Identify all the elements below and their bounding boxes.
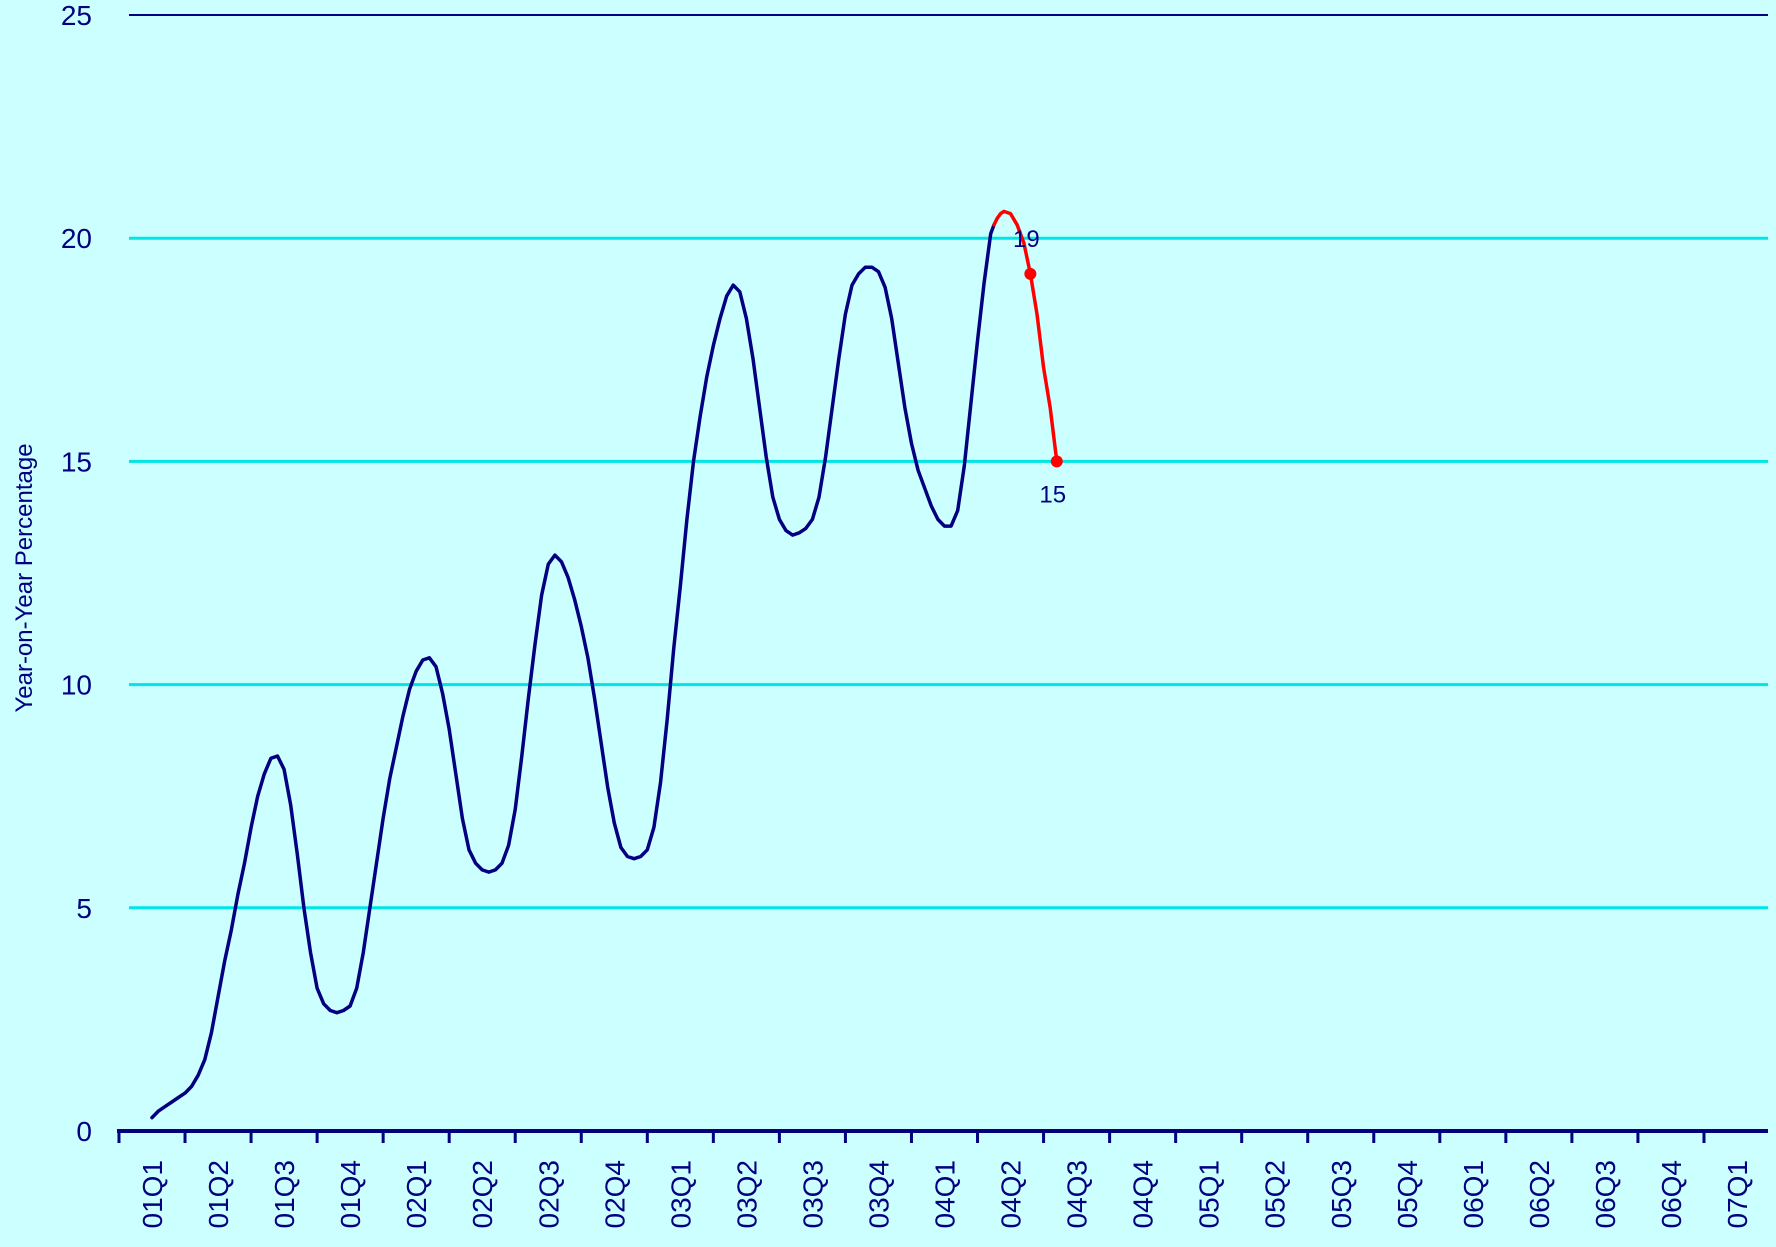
x-tick-label: 03Q2 [731, 1160, 762, 1229]
series [150, 209, 1059, 1120]
x-tick-label: 03Q4 [863, 1160, 894, 1229]
x-tick-label: 02Q4 [599, 1160, 630, 1229]
y-tick-label: 5 [76, 893, 92, 924]
x-tick-label: 05Q4 [1392, 1160, 1423, 1229]
gridlines [129, 14, 1768, 910]
x-tick-label: 06Q3 [1590, 1160, 1621, 1229]
y-axis-label: Year-on-Year Percentage [11, 443, 38, 712]
x-tick-label: 06Q2 [1524, 1160, 1555, 1229]
x-tick-label: 06Q4 [1656, 1160, 1687, 1229]
x-tick-label: 02Q2 [467, 1160, 498, 1229]
data-label: 19 [1013, 226, 1040, 253]
x-tick-label: 04Q2 [996, 1160, 1027, 1229]
series-line-projected [992, 209, 1059, 464]
x-tick-label: 05Q2 [1260, 1160, 1291, 1229]
data-point-marker [1050, 455, 1063, 468]
x-tick-label: 06Q1 [1458, 1160, 1489, 1229]
x-tick-label: 03Q1 [665, 1160, 696, 1229]
x-tick-label: 07Q1 [1722, 1160, 1753, 1229]
series-line-actual [150, 223, 996, 1120]
axes [117, 1129, 1768, 1143]
y-tick-label: 15 [61, 446, 92, 477]
x-tick-label: 05Q1 [1194, 1160, 1225, 1229]
x-tick-label: 01Q4 [335, 1160, 366, 1229]
y-tick-labels: 0 5 10 15 20 25 [61, 0, 92, 1147]
x-tick-labels: 01Q1 01Q2 01Q3 01Q4 02Q1 02Q2 02Q3 02Q4 03Q1 03Q2… [137, 1160, 1753, 1229]
x-tick-label: 02Q1 [401, 1160, 432, 1229]
data-point-marker [1024, 267, 1037, 280]
x-tick-label: 02Q3 [533, 1160, 564, 1229]
x-tick-label: 05Q3 [1326, 1160, 1357, 1229]
y-tick-label: 10 [61, 670, 92, 701]
x-tick-label: 04Q3 [1062, 1160, 1093, 1229]
x-tick-label: 01Q2 [203, 1160, 234, 1229]
data-label: 15 [1039, 481, 1066, 508]
x-tick-label: 03Q3 [797, 1160, 828, 1229]
y-tick-label: 25 [61, 0, 92, 31]
y-tick-label: 0 [76, 1116, 92, 1147]
x-tick-label: 04Q1 [930, 1160, 961, 1229]
y-tick-label: 20 [61, 223, 92, 254]
x-tick-label: 01Q3 [269, 1160, 300, 1229]
x-tick-label: 04Q4 [1128, 1160, 1159, 1229]
x-tick-label: 01Q1 [137, 1160, 168, 1229]
